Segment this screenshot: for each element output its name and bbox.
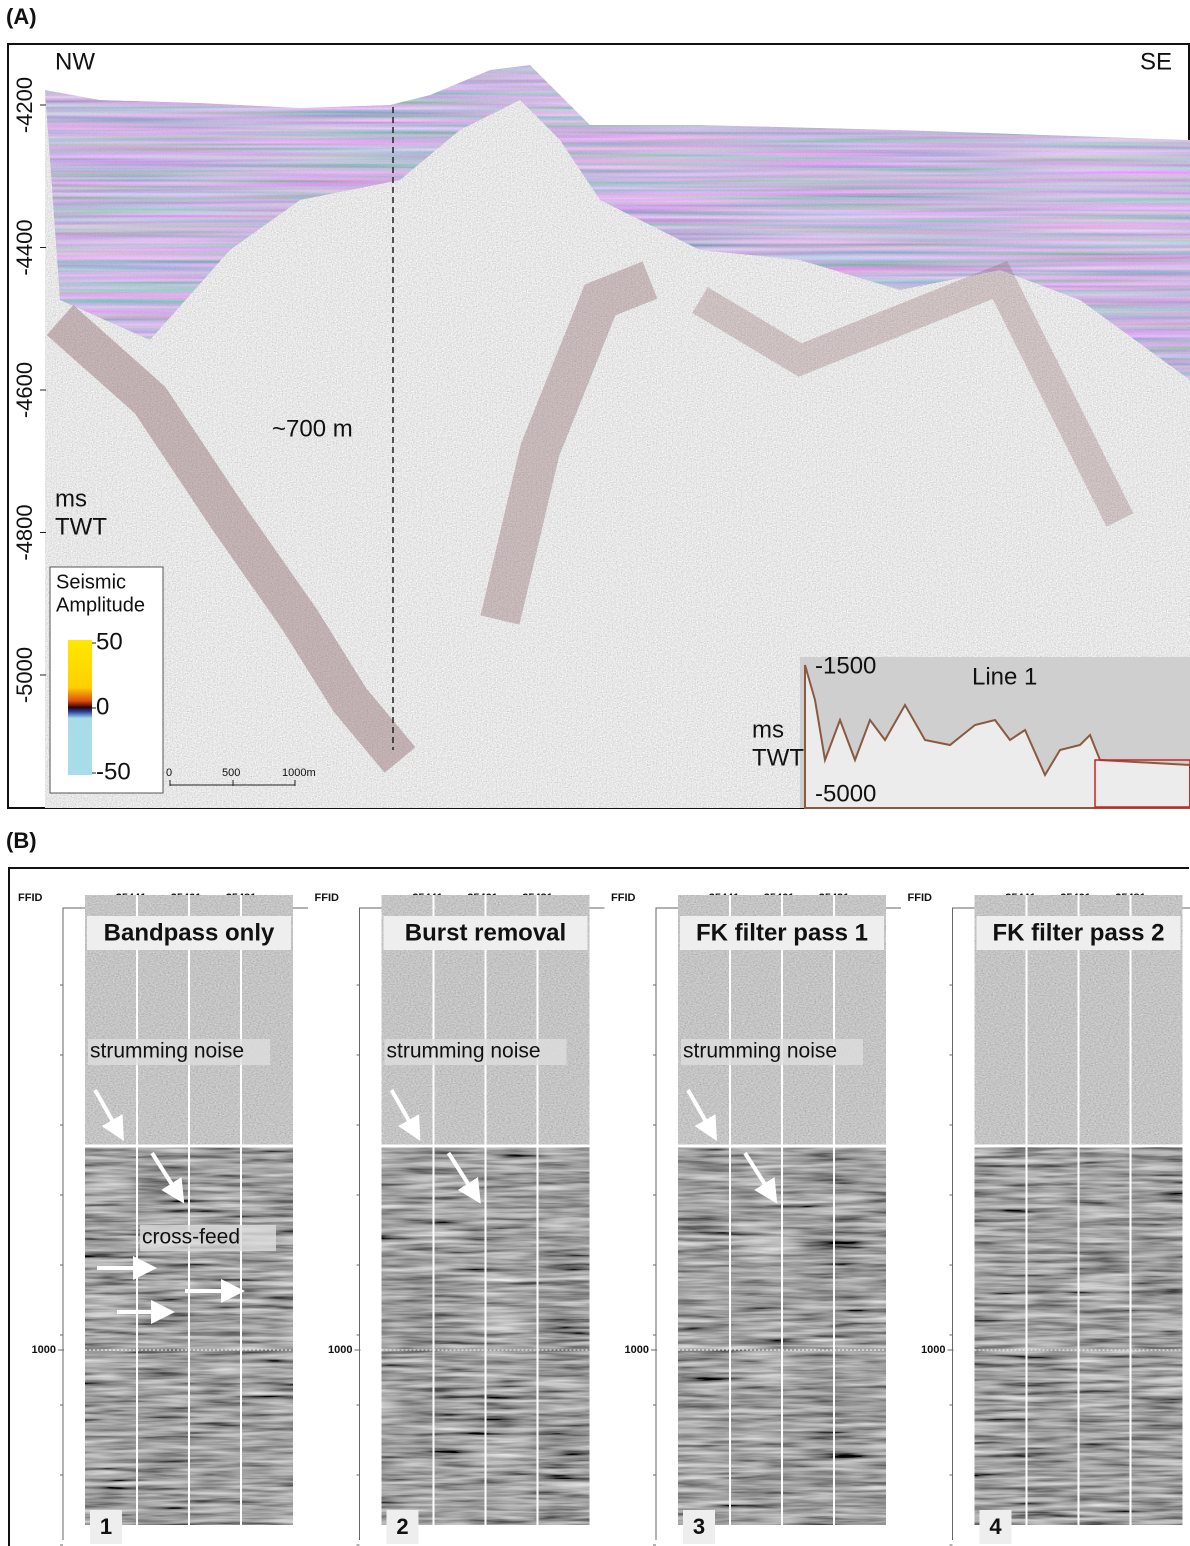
colorbar-tick-label: 0	[96, 693, 109, 720]
depth-tick-label: 1000	[328, 1344, 352, 1356]
depth-tick-label: 1000	[921, 1344, 945, 1356]
processing-panels: FFID2544125461254811000Bandpass only1str…	[18, 892, 1190, 1545]
colorbar-tick-label: 50	[96, 628, 123, 655]
inset-tick: -5000	[815, 780, 876, 807]
colorbar	[68, 640, 92, 775]
unit: ms	[55, 485, 87, 512]
colorbar-title: Amplitude	[56, 594, 145, 616]
ffid-label: FFID	[611, 892, 635, 904]
panel-label: (B)	[6, 828, 37, 853]
depth-tick-label: 1000	[32, 1344, 56, 1356]
scale-label: 0	[166, 767, 172, 779]
inset-unit: ms	[752, 716, 784, 743]
panel-number: 2	[396, 1514, 408, 1539]
direction: SE	[1140, 48, 1172, 75]
depth-tick-label: -4600	[12, 362, 37, 418]
inset-unit: TWT	[752, 744, 804, 771]
panel-label: (A)	[6, 4, 37, 29]
panel-title: Burst removal	[405, 919, 566, 946]
scale-label: 1000m	[282, 767, 316, 779]
panel-title: Bandpass only	[104, 919, 275, 946]
depth-tick-label: -4200	[12, 77, 37, 133]
ffid-label: FFID	[315, 892, 339, 904]
figure: (A) ~700 m NW SE ms TWT -4200 -4400 -4600 -…	[0, 0, 1190, 1546]
annotation: strumming noise	[683, 1040, 837, 1063]
inset-tick: -1500	[815, 652, 876, 679]
panel-number: 3	[693, 1514, 705, 1539]
colorbar-title: Seismic	[56, 571, 126, 593]
ffid-label: FFID	[18, 892, 42, 904]
panel-number: 1	[100, 1514, 112, 1539]
inset-title: Line 1	[972, 663, 1037, 690]
scale-label: 500	[222, 767, 240, 779]
ffid-label: FFID	[908, 892, 932, 904]
unit: TWT	[55, 513, 107, 540]
annotation: strumming noise	[387, 1040, 541, 1063]
depth-tick-label: -4800	[12, 504, 37, 560]
inset: Line 1 -1500 -5000 ms TWT	[752, 652, 1190, 808]
direction: NW	[55, 48, 95, 75]
depth-tick-label: 1000	[625, 1344, 649, 1356]
colorbar-tick-label: -50	[96, 758, 131, 785]
annotation: strumming noise	[90, 1040, 244, 1063]
panel-title: FK filter pass 1	[696, 919, 868, 946]
panel-number: 4	[989, 1514, 1002, 1539]
panel-title: FK filter pass 2	[992, 919, 1164, 946]
annotation: ~700 m	[272, 415, 353, 442]
annotation: cross-feed	[142, 1226, 240, 1249]
depth-tick-label: -5000	[12, 647, 37, 703]
depth-tick-label: -4400	[12, 219, 37, 275]
